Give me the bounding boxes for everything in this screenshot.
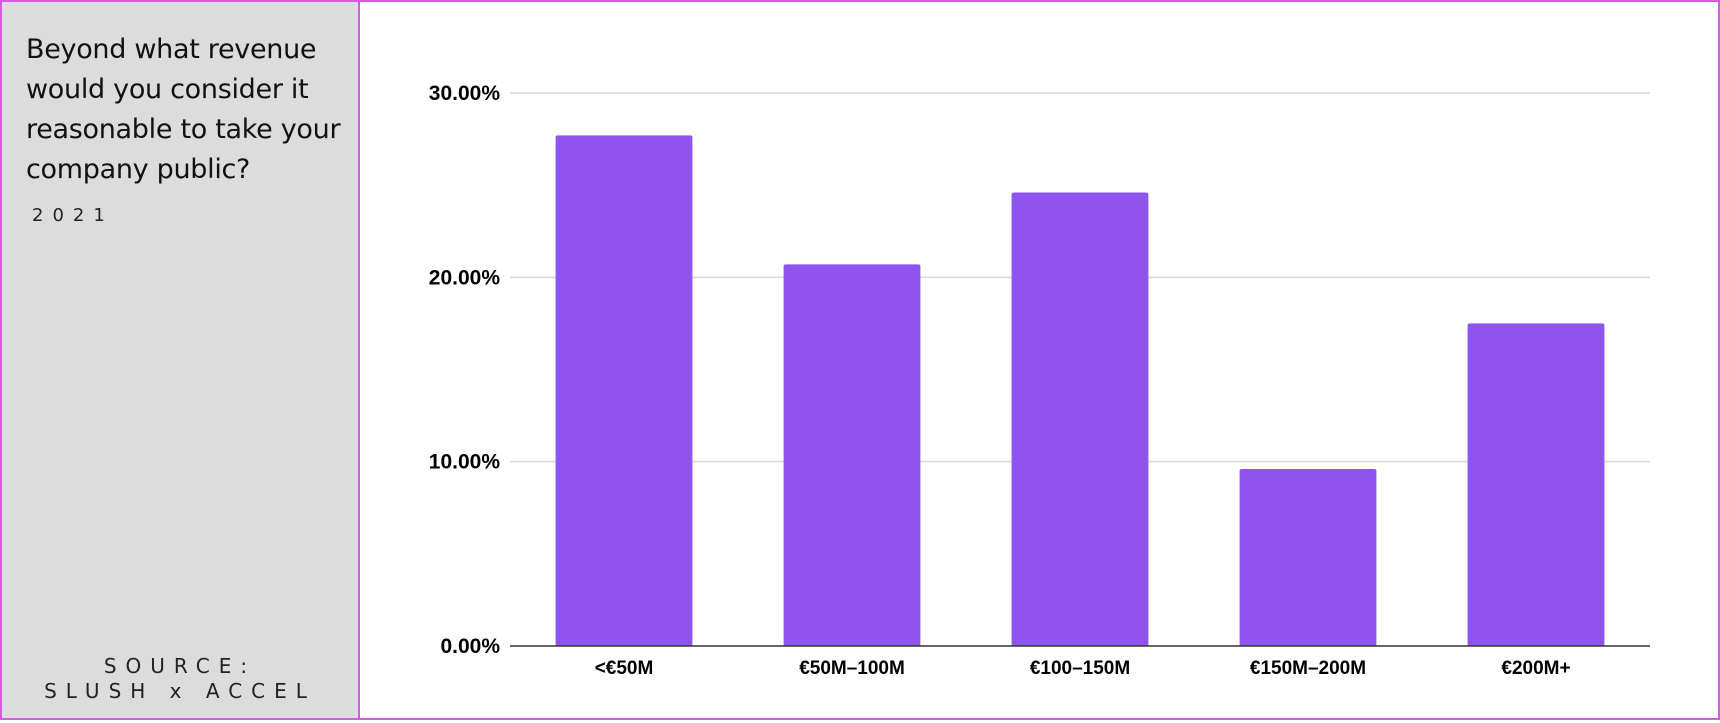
x-tick-label: €50M–100M bbox=[799, 658, 905, 679]
bar bbox=[783, 264, 921, 646]
bar bbox=[555, 135, 693, 646]
y-tick-label: 30.00% bbox=[429, 82, 501, 105]
y-tick-label: 10.00% bbox=[429, 451, 501, 474]
source-label: SOURCE: bbox=[103, 654, 257, 678]
x-tick-label: €100–150M bbox=[1030, 658, 1130, 679]
source-name: SLUSH x ACCEL bbox=[44, 679, 316, 703]
bar-layer bbox=[555, 135, 1605, 647]
sidebar-panel: Beyond what revenue would you consider i… bbox=[2, 2, 360, 718]
x-tick-label: €200M+ bbox=[1501, 658, 1570, 679]
y-tick-label: 20.00% bbox=[429, 266, 501, 289]
label-layer: 0.00% 10.00% 20.00% 30.00% <€50M €50M–100M €10… bbox=[429, 82, 1571, 679]
bar bbox=[1239, 469, 1377, 646]
chart-area: 0.00% 10.00% 20.00% 30.00% <€50M €50M–100M €10… bbox=[360, 2, 1718, 718]
x-tick-label: <€50M bbox=[595, 658, 654, 679]
bar-chart: 0.00% 10.00% 20.00% 30.00% <€50M €50M–100M €10… bbox=[429, 82, 1650, 679]
bar bbox=[1467, 323, 1605, 646]
bar bbox=[1011, 192, 1149, 647]
chart-year: 2021 bbox=[32, 205, 114, 226]
x-tick-label: €150M–200M bbox=[1250, 658, 1366, 679]
chart-question: Beyond what revenue would you consider i… bbox=[26, 34, 341, 185]
y-tick-label: 0.00% bbox=[440, 635, 500, 658]
